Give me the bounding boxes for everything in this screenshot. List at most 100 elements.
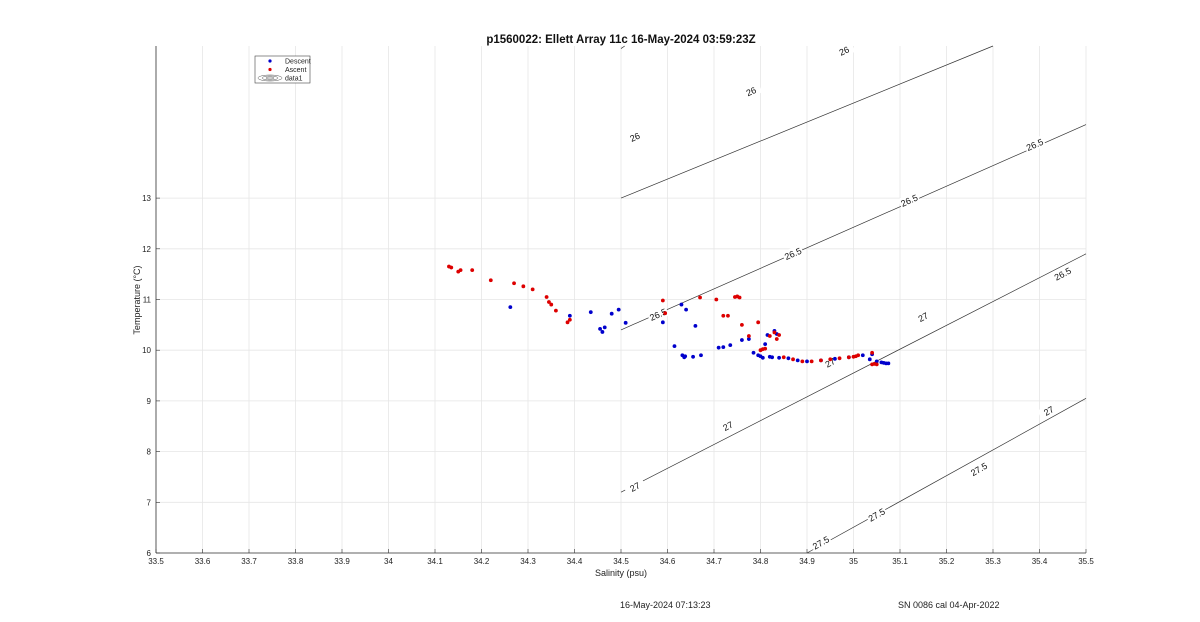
ascent-point [698, 295, 702, 300]
y-tick-label: 11 [143, 296, 152, 305]
isopycnal-label-bg [716, 416, 740, 436]
descent-point [751, 350, 756, 355]
isopycnal-label: 26 [628, 131, 641, 144]
x-tick-label: 33.5 [148, 557, 164, 566]
isopycnal-label-bg [967, 459, 991, 479]
y-tick-label: 9 [147, 397, 152, 406]
ascent-point [772, 330, 777, 335]
isopycnal-label-group: 27 [716, 416, 740, 436]
descent-point [795, 358, 800, 363]
legend-descent-marker [268, 59, 272, 63]
descent-point [508, 305, 513, 310]
descent-point [716, 345, 721, 350]
x-tick-label: 34 [384, 557, 393, 566]
ascent-point [726, 313, 730, 318]
y-tick-label: 10 [142, 346, 151, 355]
legend-box [254, 55, 311, 84]
isopycnal-label-bg [781, 244, 805, 263]
ascent-point [800, 359, 805, 364]
axes: 33.5 33.6 33.7 33.8 33.9 34 34.1 34.2 34.3 34.4 34… [142, 46, 1094, 566]
x-tick-label: 33.8 [288, 557, 304, 566]
x-tick-label: 34.9 [799, 557, 815, 566]
ascent-point [767, 334, 772, 338]
legend-ascent-marker [268, 67, 272, 72]
grid [155, 46, 1087, 554]
isopycnal-label-bg [911, 307, 935, 327]
data-points [447, 264, 891, 367]
x-tick-label: 34.2 [474, 557, 490, 566]
isopycnal-label: 26 [838, 44, 851, 57]
isopycnal-label-group: 26 [739, 82, 763, 101]
isopycnal-label-bg [897, 191, 921, 210]
descent-point [598, 327, 602, 331]
ascent-point [791, 357, 795, 362]
descent-point [874, 359, 879, 364]
y-tick-label: 7 [147, 498, 152, 507]
ascent-point [458, 268, 463, 272]
x-tick-label: 35 [849, 557, 858, 566]
descent-point [699, 353, 703, 358]
x-tick-label: 33.6 [195, 557, 211, 566]
ascent-point [530, 287, 535, 292]
descent-point [860, 353, 865, 358]
isopycnal-label-group: 26 [623, 127, 647, 146]
isopycnal-line [806, 398, 1087, 554]
isopycnal-label-bg [739, 82, 763, 101]
isopycnal-label-bg [865, 504, 888, 525]
isopycnal-label: 27 [721, 419, 735, 433]
isopycnal-line [620, 124, 1087, 331]
ascent-point [660, 298, 665, 303]
ascent-point [488, 278, 493, 283]
x-tick-label: 35.1 [892, 557, 908, 566]
ascent-point [756, 320, 761, 325]
ascent-point [746, 334, 751, 338]
descent-point [623, 320, 628, 325]
footer-timestamp: 16-May-2024 07:13:23 [620, 600, 711, 610]
footer-serial-calibration: SN 0086 cal 04-Apr-2022 [898, 600, 1000, 610]
isopycnal-label-bg [646, 305, 670, 324]
ascent-point [663, 311, 668, 316]
isopycnal-label-bg [809, 532, 833, 553]
isopycnal-label-group: 27 [911, 307, 935, 327]
ascent-point [774, 337, 779, 341]
ascent-point [874, 362, 879, 367]
ascent-point [544, 295, 549, 299]
ascent-point [846, 355, 851, 360]
descent-point [886, 361, 891, 366]
ascent-point [781, 355, 786, 360]
descent-point [672, 344, 677, 349]
isopycnal-label-group: 27 [1037, 400, 1060, 421]
descent-point [684, 307, 688, 312]
x-tick-label: 34.7 [706, 557, 722, 566]
isopycnal-label: 27 [1042, 404, 1056, 418]
x-tick-label: 34.3 [520, 557, 536, 566]
x-tick-label: 34.5 [613, 557, 629, 566]
ascent-point [740, 322, 744, 327]
isopycnal-line [620, 45, 625, 49]
isopycnal-label: 27 [916, 310, 930, 324]
x-tick-label: 34.4 [567, 557, 583, 566]
ascent-point [549, 302, 554, 307]
legend-data1-label: data1 [285, 76, 303, 83]
isopycnal-label-bg [623, 477, 647, 497]
descent-point [602, 325, 607, 330]
descent-point [721, 345, 726, 350]
ascent-point [470, 268, 475, 272]
isopycnal-label: 27 [628, 480, 642, 494]
ascent-point [856, 353, 861, 358]
x-tick-label: 34.1 [427, 557, 443, 566]
ascent-point [870, 350, 874, 355]
x-tick-label: 33.7 [241, 557, 257, 566]
descent-point [760, 355, 765, 360]
ascent-point [809, 359, 814, 364]
y-tick-label: 12 [142, 245, 151, 254]
x-tick-label: 34.8 [753, 557, 769, 566]
isopycnal-label-bg [1023, 135, 1047, 154]
ascent-point [837, 356, 842, 361]
ascent-point [870, 362, 874, 367]
descent-point [867, 357, 872, 362]
legend-contour-icon [257, 74, 283, 82]
chart-title: p1560022: Ellett Array 11c 16-May-2024 0… [486, 34, 755, 46]
legend-ascent-label: Ascent [285, 67, 306, 74]
ascent-point [763, 346, 768, 351]
